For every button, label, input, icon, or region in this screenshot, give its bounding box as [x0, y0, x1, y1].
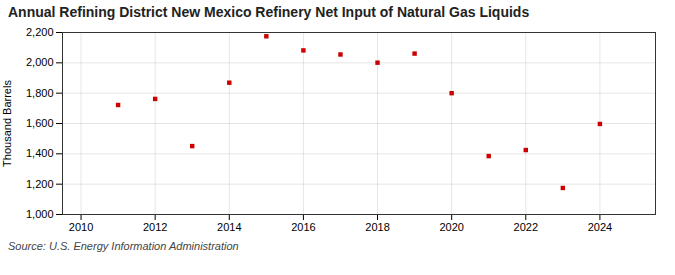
svg-text:2,000: 2,000 — [26, 56, 54, 68]
svg-text:2022: 2022 — [514, 221, 538, 233]
svg-text:2010: 2010 — [69, 221, 93, 233]
svg-text:1,200: 1,200 — [26, 178, 54, 190]
svg-text:2012: 2012 — [143, 221, 167, 233]
html-text:Source: U.S. Energy Informatio: Source: U.S. Energy Information Administ… — [8, 240, 239, 252]
svg-text:1,600: 1,600 — [26, 117, 54, 129]
svg-text:1,800: 1,800 — [26, 87, 54, 99]
svg-text:1,400: 1,400 — [26, 147, 54, 159]
svg-text:2020: 2020 — [439, 221, 463, 233]
svg-text:2,200: 2,200 — [26, 26, 54, 38]
svg-text:2016: 2016 — [291, 221, 315, 233]
svg-text:1,000: 1,000 — [26, 208, 54, 220]
svg-text:2014: 2014 — [217, 221, 241, 233]
svg-text:Thousand Barrels: Thousand Barrels — [1, 80, 13, 167]
html-text:Annual Refining District New M: Annual Refining District New Mexico Refi… — [8, 4, 530, 20]
svg-text:2024: 2024 — [588, 221, 612, 233]
svg-text:2018: 2018 — [365, 221, 389, 233]
